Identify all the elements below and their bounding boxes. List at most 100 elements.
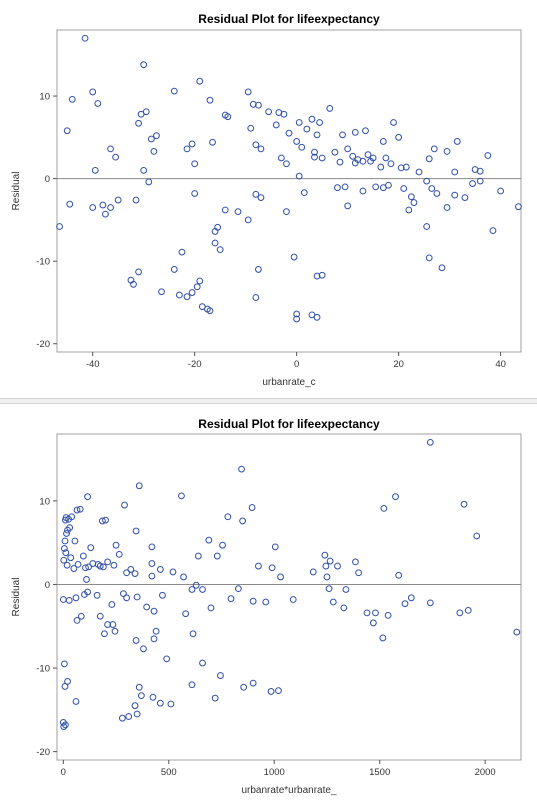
data-point <box>271 543 279 551</box>
y-axis-label: Residual <box>11 578 22 617</box>
data-point <box>188 289 196 296</box>
data-point <box>239 517 247 525</box>
data-point <box>140 645 147 653</box>
chart-title: Residual Plot for lifeexpectancy <box>198 417 380 431</box>
data-point <box>169 568 177 576</box>
data-point <box>272 121 280 129</box>
data-point <box>72 698 80 705</box>
x-tick-label: 2000 <box>475 767 496 778</box>
data-point <box>244 88 252 96</box>
data-point <box>313 131 321 139</box>
data-point <box>107 145 114 153</box>
panel-divider <box>0 398 537 404</box>
plot-frame <box>56 29 522 353</box>
data-point <box>234 208 242 216</box>
data-point <box>249 679 257 687</box>
data-point <box>515 203 522 211</box>
data-point <box>423 177 431 185</box>
data-point <box>84 493 91 501</box>
data-point <box>72 594 80 602</box>
data-point <box>175 291 183 299</box>
data-point <box>234 585 242 593</box>
data-point <box>397 164 405 172</box>
data-point <box>148 560 156 567</box>
data-point <box>252 294 260 301</box>
data-point <box>227 595 235 603</box>
data-point <box>170 266 178 273</box>
data-point <box>451 168 459 176</box>
data-point <box>249 100 257 108</box>
data-point <box>137 110 145 118</box>
residual-plot-urbanrate-c: Residual Plot for lifeexpectancy -20 -10 0 1… <box>0 0 537 398</box>
data-point <box>211 239 219 247</box>
data-point <box>280 110 288 118</box>
data-point <box>334 562 341 570</box>
data-point <box>344 145 352 153</box>
data-point <box>322 562 330 570</box>
data-point <box>68 95 76 103</box>
data-point <box>196 277 204 285</box>
data-point <box>380 504 388 512</box>
data-point <box>121 501 128 509</box>
data-point <box>257 145 265 153</box>
data-point <box>99 201 107 209</box>
data-point <box>240 683 248 691</box>
data-point <box>131 570 139 577</box>
data-point <box>453 138 461 145</box>
data-point <box>135 268 142 276</box>
data-point <box>94 100 102 107</box>
data-point <box>74 561 82 568</box>
data-point <box>426 438 434 446</box>
data-point <box>476 167 484 175</box>
data-point <box>217 672 224 679</box>
data-point <box>127 566 135 573</box>
data-point <box>283 160 290 168</box>
data-point <box>91 166 99 174</box>
data-point <box>293 310 301 318</box>
data-point <box>308 115 316 123</box>
y-tick-label: 10 <box>39 496 50 507</box>
data-point <box>85 563 93 571</box>
data-point <box>425 155 433 163</box>
data-point <box>131 702 139 710</box>
x-tick-label: 0 <box>294 359 299 370</box>
data-point <box>213 552 221 560</box>
data-point <box>390 119 397 126</box>
data-point <box>359 187 367 195</box>
data-point <box>497 187 505 195</box>
data-point <box>84 588 91 596</box>
data-point <box>372 183 380 191</box>
data-point <box>349 152 357 160</box>
x-tick-label: 500 <box>161 767 177 778</box>
data-point <box>377 163 385 171</box>
data-point <box>132 637 140 644</box>
data-point <box>65 596 73 604</box>
data-point <box>108 601 116 608</box>
data-point <box>443 147 451 155</box>
chart-title: Residual Plot for lifeexpectancy <box>198 12 380 26</box>
data-point <box>379 634 387 642</box>
data-point <box>262 598 270 606</box>
data-point <box>145 178 153 186</box>
data-point <box>62 721 69 729</box>
data-point <box>205 536 213 544</box>
data-point <box>407 594 415 602</box>
data-point <box>265 108 273 116</box>
y-tick-label: -10 <box>36 257 50 268</box>
data-point <box>249 597 257 605</box>
data-point <box>140 166 148 174</box>
data-point <box>395 571 403 579</box>
data-point <box>63 530 70 537</box>
x-tick-label: 1500 <box>369 767 390 778</box>
data-point <box>425 254 433 262</box>
data-point <box>115 550 123 558</box>
data-point <box>293 138 301 145</box>
data-point <box>318 154 326 162</box>
data-point <box>111 627 119 635</box>
data-point <box>329 598 337 606</box>
data-point <box>451 191 459 199</box>
data-point <box>61 683 69 690</box>
x-axis-label: urbanrate*urbanrate_ <box>241 785 337 796</box>
data-point <box>148 572 156 580</box>
data-point <box>60 556 68 564</box>
